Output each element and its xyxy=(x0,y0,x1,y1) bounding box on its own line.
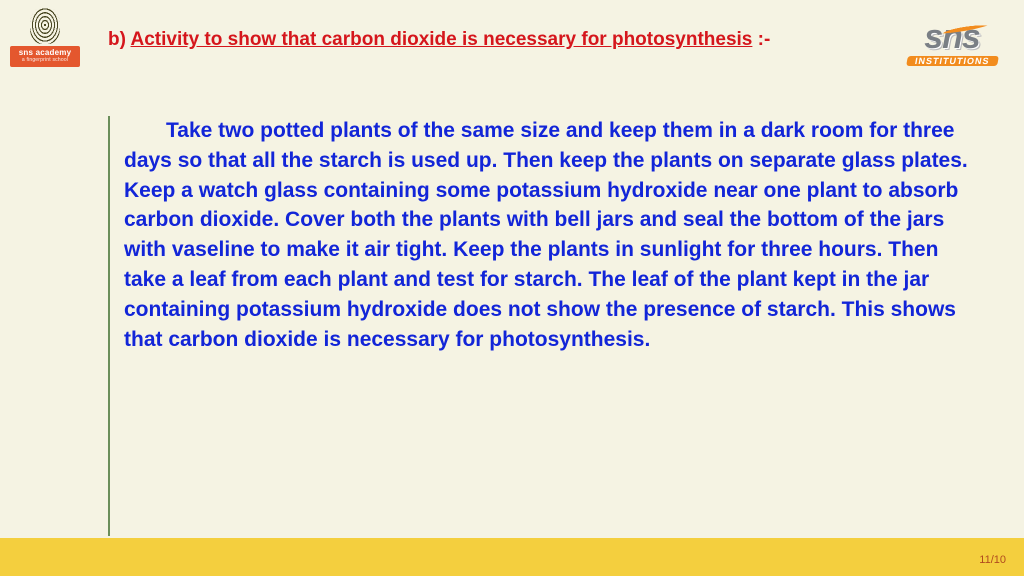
institutions-label: INSTITUTIONS xyxy=(906,56,998,66)
academy-badge: sns academy a fingerprint school xyxy=(10,46,80,67)
heading-prefix: b) xyxy=(108,29,131,50)
body-paragraph: Take two potted plants of the same size … xyxy=(124,116,974,355)
academy-line2: a fingerprint school xyxy=(14,58,76,64)
heading-suffix: :- xyxy=(752,29,770,50)
fingerprint-icon xyxy=(30,6,60,44)
logo-left: sns academy a fingerprint school xyxy=(10,6,80,64)
page-number: 11/10 xyxy=(979,554,1006,566)
slide-heading: b) Activity to show that carbon dioxide … xyxy=(108,26,864,54)
body-container: Take two potted plants of the same size … xyxy=(108,116,974,536)
footer-bar xyxy=(0,538,1024,576)
heading-title: Activity to show that carbon dioxide is … xyxy=(131,29,753,50)
logo-right: sns INSTITUTIONS xyxy=(902,14,1002,67)
